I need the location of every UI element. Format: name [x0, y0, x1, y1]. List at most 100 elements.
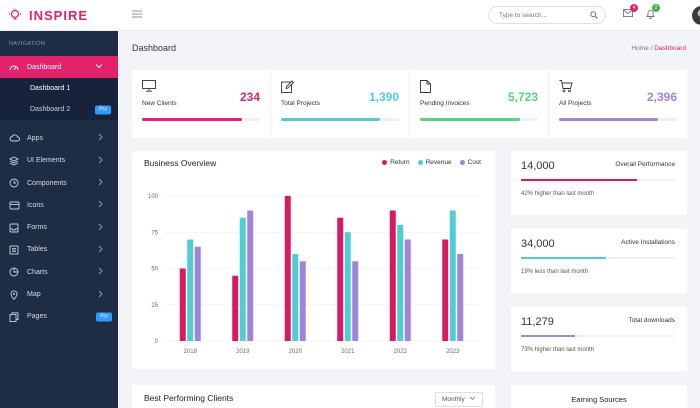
- menu-toggle-icon[interactable]: [132, 10, 142, 20]
- chevron-down-icon: [95, 64, 103, 71]
- stat-progress-fill: [142, 118, 243, 121]
- chevron-right-icon: [98, 223, 103, 233]
- bar-revenue-2020: [292, 254, 299, 341]
- kpi-label: Total downloads: [628, 317, 675, 324]
- breadcrumb-separator: /: [648, 45, 655, 52]
- bell-icon[interactable]: 2: [646, 4, 660, 21]
- legend-label: Return: [390, 159, 410, 166]
- sidebar-item-ui-elements[interactable]: UI Elements: [0, 150, 118, 172]
- breadcrumb-home[interactable]: Home: [631, 45, 649, 52]
- y-tick-label: 25: [151, 303, 158, 309]
- kpi-total-downloads: 11,279 Total downloads 73% higher than l…: [511, 307, 687, 371]
- legend-item-cost[interactable]: Cost: [459, 159, 481, 166]
- sidebar-item-label: Components: [27, 179, 67, 187]
- kpi-note: 19% less than last month: [521, 269, 589, 275]
- sidebar-subitem-dashboard-2[interactable]: Dashboard 2 Pro: [0, 99, 118, 121]
- stat-total-projects: Total Projects 1,390: [271, 70, 410, 138]
- user-avatar[interactable]: [692, 6, 700, 25]
- sidebar-item-label: Tables: [27, 246, 48, 254]
- stat-label: Pending Invoices: [420, 100, 470, 107]
- stat-progress-fill: [559, 118, 659, 121]
- bar-cost-2019: [247, 210, 254, 341]
- map-pin-icon: [8, 289, 20, 301]
- chevron-right-icon: [98, 178, 103, 188]
- stat-value: 2,396: [646, 90, 677, 104]
- search-icon[interactable]: [590, 11, 598, 21]
- kpi-progress-fill: [521, 335, 575, 337]
- bar-return-2018: [179, 268, 186, 341]
- mail-badge: 4: [630, 4, 638, 12]
- bar-cost-2018: [194, 246, 201, 341]
- search-input[interactable]: [499, 11, 585, 19]
- file-icon: [420, 80, 431, 95]
- stat-value: 5,723: [507, 90, 538, 104]
- bar-revenue-2023: [449, 210, 456, 341]
- sidebar-item-tables[interactable]: Tables: [0, 239, 118, 261]
- sidebar-item-map[interactable]: Map: [0, 283, 118, 305]
- bar-cost-2020: [299, 261, 306, 341]
- sidebar-item-label: Forms: [27, 224, 47, 232]
- list-icon: [8, 244, 20, 256]
- monitor-icon: [142, 80, 156, 94]
- chevron-right-icon: [98, 200, 103, 210]
- pie-chart-icon: [8, 266, 20, 278]
- sidebar-item-label: Pages: [27, 313, 47, 321]
- stat-progress-fill: [420, 118, 521, 121]
- x-tick-label: 2022: [394, 349, 408, 355]
- period-select-value: Monthly: [442, 396, 465, 403]
- chart-legend: Return Revenue Cost: [382, 159, 481, 166]
- stat-progress-track: [420, 118, 538, 121]
- kpi-label: Active Installations: [621, 239, 675, 246]
- brand-name: INSPIRE: [29, 7, 89, 23]
- stat-label: New Clients: [142, 100, 177, 107]
- sidebar-item-pages[interactable]: Pages Pro: [0, 306, 118, 328]
- sidebar-item-label: UI Elements: [27, 157, 66, 165]
- stat-label: Total Projects: [281, 100, 321, 107]
- period-select[interactable]: Monthly: [435, 392, 483, 407]
- sidebar-item-label: Map: [27, 291, 41, 299]
- card-title: Earning Sources: [571, 395, 627, 404]
- legend-item-revenue[interactable]: Revenue: [417, 159, 452, 166]
- cart-icon: [559, 80, 573, 95]
- chevron-down-icon: [469, 396, 476, 403]
- sidebar-item-label: Dashboard: [27, 63, 62, 71]
- copy-icon: [8, 311, 20, 323]
- brand[interactable]: INSPIRE: [0, 0, 118, 31]
- search-box[interactable]: [488, 6, 606, 24]
- mail-icon[interactable]: 4: [623, 4, 638, 19]
- bar-cost-2021: [352, 261, 359, 341]
- kpi-progress-track: [521, 179, 675, 181]
- sidebar-item-dashboard[interactable]: Dashboard: [0, 56, 118, 79]
- x-tick-label: 2018: [184, 349, 198, 355]
- chevron-right-icon: [98, 267, 103, 277]
- business-overview-chart: 0 25 50 75 100 2018 2019 2020 2021 2022 2023: [148, 194, 479, 355]
- sidebar-item-apps[interactable]: Apps: [0, 127, 118, 149]
- legend-dot: [417, 159, 423, 165]
- layers-icon: [8, 155, 20, 167]
- bar-cost-2022: [404, 239, 411, 341]
- pro-badge: Pro: [96, 312, 112, 322]
- legend-item-return[interactable]: Return: [382, 159, 410, 166]
- bar-return-2021: [337, 217, 344, 341]
- sidebar-item-components[interactable]: Components: [0, 172, 118, 194]
- sidebar-subitem-dashboard-1[interactable]: Dashboard 1: [0, 78, 118, 100]
- inbox-icon: [8, 222, 20, 234]
- dashboard-icon: [8, 61, 20, 73]
- x-tick-label: 2020: [289, 349, 303, 355]
- y-tick-label: 75: [151, 230, 158, 236]
- kpi-value: 11,279: [521, 316, 554, 328]
- sidebar-item-icons[interactable]: Icons: [0, 194, 118, 216]
- legend-label: Revenue: [425, 159, 452, 166]
- kpi-value: 34,000: [521, 238, 555, 250]
- sidebar-item-charts[interactable]: Charts: [0, 261, 118, 283]
- page-title: Dashboard: [132, 43, 177, 53]
- bar-revenue-2019: [239, 217, 246, 341]
- kpi-active-installations: 34,000 Active Installations 19% less tha…: [511, 229, 687, 293]
- x-tick-label: 2023: [446, 349, 460, 355]
- kpi-note: 42% higher than last month: [521, 191, 595, 197]
- bar-return-2020: [284, 196, 291, 341]
- bar-revenue-2022: [397, 225, 404, 341]
- y-tick-label: 0: [155, 339, 159, 345]
- sidebar-item-forms[interactable]: Forms: [0, 216, 118, 238]
- earning-sources-card: Earning Sources: [511, 385, 687, 408]
